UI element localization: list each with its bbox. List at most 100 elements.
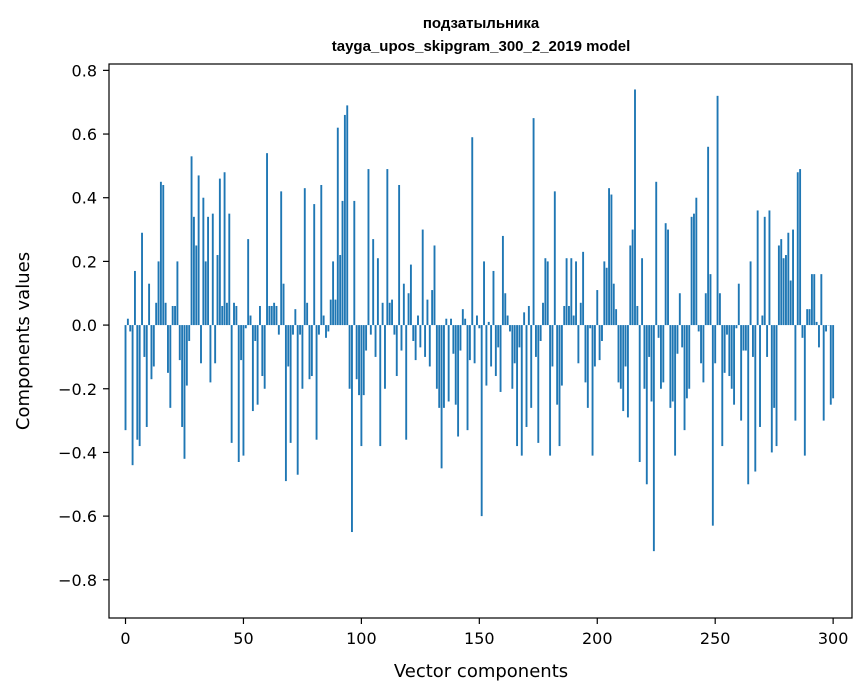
bar <box>247 239 250 326</box>
bar <box>249 315 252 326</box>
bar <box>417 315 419 326</box>
bar <box>473 325 476 364</box>
bar <box>766 325 769 357</box>
bar <box>667 229 669 326</box>
bar <box>629 245 632 326</box>
bar <box>157 261 160 326</box>
bar <box>339 255 342 326</box>
bar <box>546 261 549 326</box>
bar <box>697 325 700 332</box>
bar <box>438 325 441 408</box>
bar <box>721 325 724 447</box>
bar <box>428 325 431 367</box>
bar <box>162 184 165 326</box>
bar <box>242 325 245 456</box>
bar <box>520 325 523 456</box>
bar <box>346 105 349 326</box>
bar <box>395 325 398 377</box>
bar <box>240 325 243 361</box>
bar <box>808 309 811 326</box>
bar <box>782 258 785 326</box>
bar <box>150 325 153 380</box>
bar <box>810 274 813 326</box>
bar <box>244 325 247 329</box>
bar <box>751 325 754 357</box>
bar <box>159 181 162 326</box>
bar <box>325 325 327 338</box>
bar <box>233 302 235 326</box>
bar <box>497 325 500 348</box>
bar <box>660 325 662 389</box>
bar <box>405 325 408 440</box>
bar <box>822 325 825 421</box>
bar <box>789 280 792 326</box>
bar <box>674 325 677 456</box>
bar <box>695 197 698 326</box>
bar <box>185 325 188 386</box>
bar <box>195 245 198 326</box>
bar <box>530 325 533 408</box>
bar <box>414 325 417 361</box>
bar <box>433 245 436 326</box>
bar <box>575 261 577 326</box>
x-tick-label: 50 <box>233 629 253 648</box>
bar <box>813 274 816 326</box>
bar <box>216 255 219 326</box>
bar <box>400 325 403 351</box>
bar <box>372 239 375 326</box>
bar <box>277 325 280 335</box>
bar <box>624 325 627 367</box>
bar <box>685 325 688 399</box>
bar <box>534 325 537 357</box>
x-tick-label: 200 <box>582 629 613 648</box>
bar <box>761 315 764 326</box>
bar <box>582 251 585 326</box>
bar <box>261 325 264 377</box>
bar <box>459 325 462 351</box>
y-tick-label: 0.6 <box>72 125 97 144</box>
y-axis-ticks: −0.8 −0.6 −0.4 −0.2 0.0 0.2 0.4 0.6 0.8 <box>58 61 109 590</box>
bar <box>490 325 493 367</box>
bar <box>487 321 490 326</box>
bar <box>280 191 283 326</box>
bar <box>419 325 422 348</box>
bar <box>424 325 427 357</box>
bar <box>537 325 540 443</box>
bar <box>225 302 228 326</box>
bar <box>398 184 401 326</box>
bar <box>343 114 346 326</box>
bar <box>263 325 266 389</box>
bar <box>829 325 832 405</box>
bar <box>192 216 195 326</box>
x-axis-ticks: 0 50 100 150 200 250 300 <box>120 618 848 648</box>
bar <box>218 178 221 326</box>
bar <box>619 325 622 389</box>
bar <box>136 325 139 440</box>
bar <box>553 191 556 326</box>
bar <box>143 325 146 357</box>
bar <box>499 325 502 392</box>
bar <box>183 325 186 459</box>
bar <box>704 293 707 326</box>
bar <box>289 325 292 443</box>
bar <box>770 325 773 453</box>
bar <box>577 325 580 364</box>
y-tick-label: −0.8 <box>58 571 97 590</box>
bar <box>709 274 712 326</box>
bar <box>268 305 271 326</box>
bar <box>310 325 313 377</box>
bar <box>145 325 148 427</box>
bar <box>313 204 316 326</box>
bar <box>747 325 750 485</box>
bar <box>542 302 544 326</box>
bar <box>237 325 240 462</box>
bar <box>341 200 344 326</box>
bar <box>643 325 646 389</box>
bar <box>641 258 644 326</box>
bar <box>178 325 181 361</box>
bar <box>754 325 757 472</box>
bar <box>443 325 445 408</box>
bar <box>148 283 151 326</box>
bar <box>818 325 820 348</box>
bar <box>652 325 655 552</box>
